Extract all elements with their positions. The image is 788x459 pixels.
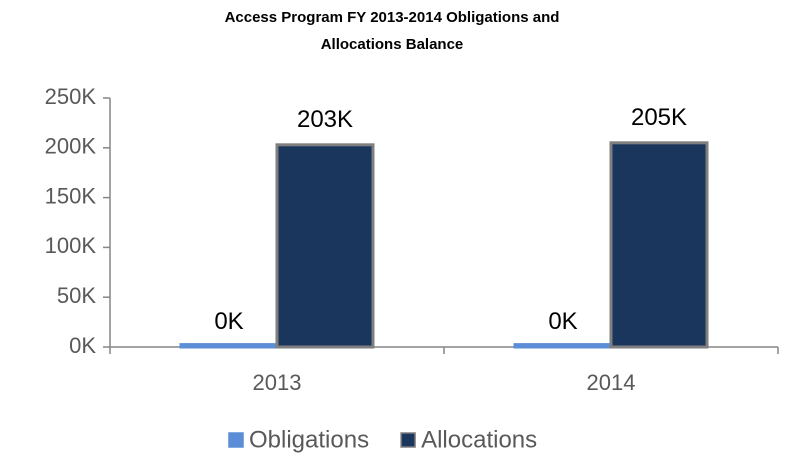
- legend-swatch: [228, 432, 244, 448]
- bar: [513, 343, 613, 349]
- data-label: 205K: [631, 104, 687, 131]
- y-tick-label: 50K: [57, 283, 96, 308]
- legend-swatch: [400, 432, 416, 448]
- y-tick-label: 150K: [45, 183, 97, 208]
- bar: [609, 141, 709, 349]
- x-tick-label: 2014: [587, 370, 636, 395]
- data-label: 0K: [548, 308, 577, 335]
- data-label: 0K: [214, 308, 243, 335]
- x-tick-label: 2013: [253, 370, 302, 395]
- y-tick-label: 100K: [45, 233, 97, 258]
- bar: [179, 343, 279, 349]
- chart-title: Allocations Balance: [321, 36, 464, 53]
- bar: [275, 143, 375, 349]
- legend-label: Obligations: [249, 426, 369, 453]
- data-label: 203K: [297, 106, 353, 133]
- y-tick-label: 200K: [45, 134, 97, 159]
- chart-title: Access Program FY 2013-2014 Obligations …: [225, 9, 560, 26]
- y-tick-label: 0K: [69, 333, 96, 358]
- y-tick-label: 250K: [45, 84, 97, 109]
- legend-label: Allocations: [421, 426, 537, 453]
